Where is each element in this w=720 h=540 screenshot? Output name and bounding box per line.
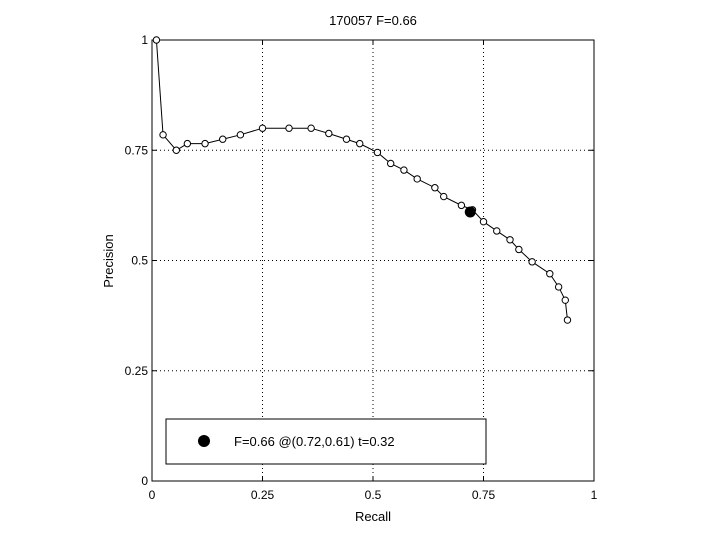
data-point <box>554 283 563 291</box>
highlight <box>464 206 476 218</box>
chart-title: 170057 F=0.66 <box>329 13 417 28</box>
data-point <box>563 316 572 324</box>
data-point <box>386 159 395 168</box>
y-tick-label: 0 <box>141 474 148 488</box>
legend-box <box>165 418 487 465</box>
data-point <box>258 124 267 132</box>
data-point <box>285 124 293 132</box>
data-point <box>325 129 333 138</box>
x-tick-label: 1 <box>591 488 598 502</box>
series <box>152 36 572 324</box>
legend-marker <box>198 435 210 447</box>
x-tick-label: 0.5 <box>365 488 382 502</box>
data-point <box>373 148 382 157</box>
data-point <box>342 135 351 143</box>
data-point <box>515 245 523 254</box>
y-tick-label: 0.75 <box>125 143 149 157</box>
data-point <box>440 192 448 201</box>
data-point <box>307 124 315 132</box>
x-tick-label: 0 <box>149 488 156 502</box>
highlight-point <box>464 206 476 218</box>
data-point <box>219 135 227 143</box>
x-tick-label: 0.75 <box>472 488 496 502</box>
data-point <box>152 36 161 44</box>
data-point <box>506 236 514 244</box>
x-tick-label: 0.25 <box>251 488 275 502</box>
data-point <box>201 139 209 148</box>
axis-ticks: 0 0.25 0.5 0.75 1 0 0.25 0.5 0.75 1 <box>125 33 598 502</box>
data-point <box>528 258 536 266</box>
data-point <box>457 201 466 210</box>
data-point <box>159 131 167 139</box>
y-tick-label: 0.5 <box>131 254 148 268</box>
y-tick-label: 0.25 <box>125 364 149 378</box>
data-point <box>431 184 439 192</box>
y-axis-label: Precision <box>101 234 116 287</box>
data-point <box>183 139 192 148</box>
data-point <box>236 131 245 139</box>
data-point <box>479 217 488 226</box>
legend-label: F=0.66 @(0.72,0.61) t=0.32 <box>234 434 395 449</box>
data-point <box>356 139 364 148</box>
y-tick-label: 1 <box>141 33 148 47</box>
legend: F=0.66 @(0.72,0.61) t=0.32 <box>165 418 487 465</box>
x-axis-label: Recall <box>355 509 391 524</box>
data-point <box>561 296 569 304</box>
data-point <box>413 175 421 183</box>
data-point <box>172 146 181 154</box>
data-point <box>493 227 501 235</box>
data-point <box>400 166 408 174</box>
data-point <box>546 270 554 278</box>
